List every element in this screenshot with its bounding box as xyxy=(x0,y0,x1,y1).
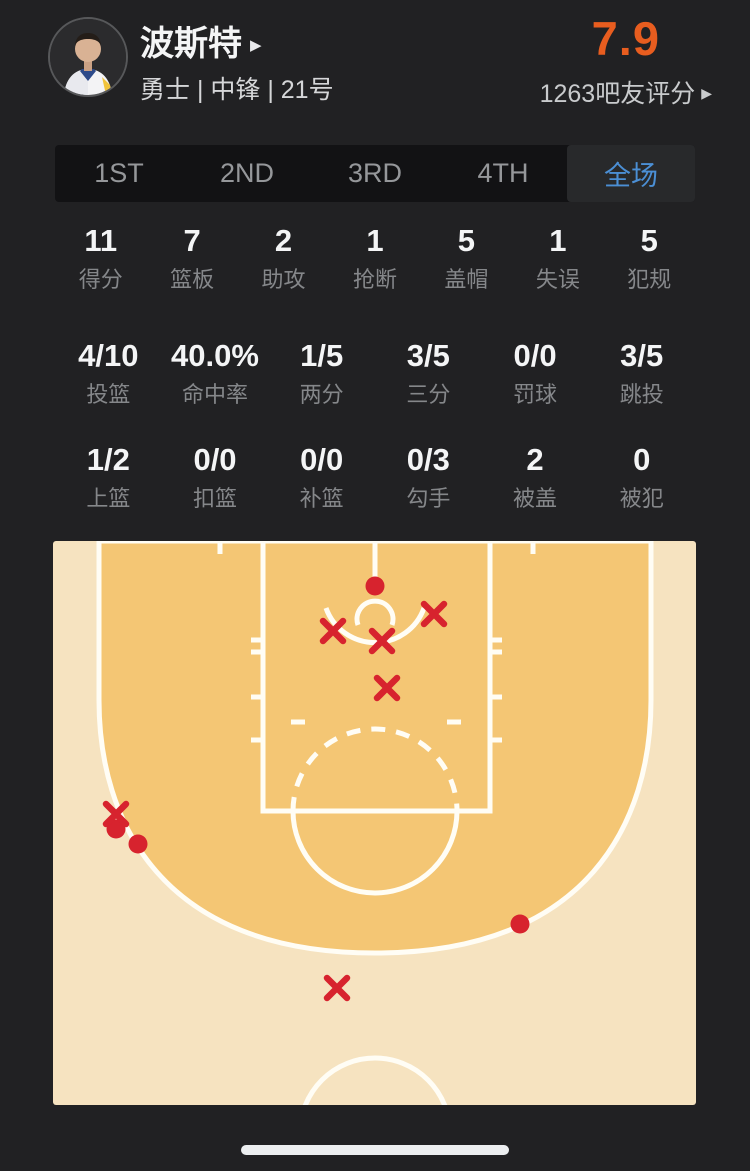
halfcourt-circle xyxy=(302,1055,448,1105)
stat-field-goals: 4/10 投篮 xyxy=(78,338,139,407)
free-throw-circle-dashed xyxy=(290,726,460,812)
made-shot-marker xyxy=(510,914,530,934)
home-indicator xyxy=(241,1145,509,1155)
stat-points: 11 得分 xyxy=(78,223,123,292)
missed-shot-marker xyxy=(420,600,448,628)
player-name-block: 波斯特 ▶ 勇士 | 中锋 | 21号 xyxy=(140,22,334,105)
stat-dunks: 0/0 扣篮 xyxy=(193,442,238,511)
stat-row-shooting: 4/10 投篮 40.0% 命中率 1/5 两分 3/5 三分 0/0 罚球 3/5 跳投 xyxy=(55,337,695,409)
rim-arc xyxy=(354,598,396,626)
made-shot-marker xyxy=(106,819,126,839)
player-name-row[interactable]: 波斯特 ▶ xyxy=(140,22,334,66)
tab-1st[interactable]: 1ST xyxy=(94,158,144,188)
free-throw-circle-solid xyxy=(290,810,460,896)
player-avatar[interactable] xyxy=(48,17,128,97)
made-shot-marker xyxy=(365,576,385,596)
stat-hook-shots: 0/3 勾手 xyxy=(406,442,451,511)
chevron-right-icon: ▶ xyxy=(250,37,262,54)
tab-4th[interactable]: 4TH xyxy=(477,158,529,188)
stat-steals: 1 抢断 xyxy=(352,223,397,292)
stat-assists: 2 助攻 xyxy=(261,223,306,292)
rating-value: 7.9 xyxy=(591,12,660,65)
shot-chart-marks xyxy=(102,576,530,1002)
stat-fouls-drawn: 0 被犯 xyxy=(619,442,664,511)
stat-layups: 1/2 上篮 xyxy=(86,442,131,511)
quarter-tabbar: 1ST 2ND 3RD 4TH 全场 xyxy=(55,145,695,202)
three-point-area xyxy=(99,541,651,953)
three-point-line xyxy=(96,541,654,956)
missed-shot-marker xyxy=(373,674,401,702)
stat-turnovers: 1 失误 xyxy=(535,223,580,292)
missed-shot-marker xyxy=(368,627,396,655)
tab-full-game[interactable]: 全场 xyxy=(567,145,695,202)
stat-row-basic: 11 得分 7 篮板 2 助攻 1 抢断 5 盖帽 1 失误 5 犯规 xyxy=(55,222,695,294)
stat-tip-ins: 0/0 补篮 xyxy=(299,442,344,511)
tab-3rd[interactable]: 3RD xyxy=(347,158,402,188)
stat-shots-blocked: 2 被盖 xyxy=(513,442,558,511)
stat-three-pointers: 3/5 三分 xyxy=(406,338,451,407)
court-hash-marks xyxy=(217,541,536,743)
stat-row-shot-types: 1/2 上篮 0/0 扣篮 0/0 补篮 0/3 勾手 2 被盖 0 被犯 xyxy=(55,441,695,513)
player-name: 波斯特 xyxy=(140,25,242,63)
chevron-right-icon: ▶ xyxy=(701,84,712,101)
stat-blocks: 5 盖帽 xyxy=(444,223,489,292)
player-team-position: 勇士 | 中锋 | 21号 xyxy=(140,76,334,104)
rating-block[interactable]: 7.9 1263吧友评分 ▶ xyxy=(540,12,712,110)
votes-label: 1263吧友评分 xyxy=(539,80,696,108)
player-photo xyxy=(50,19,126,95)
restricted-area-arc xyxy=(323,607,427,646)
stat-two-pointers: 1/5 两分 xyxy=(299,338,344,407)
stat-rebounds: 7 篮板 xyxy=(170,223,215,292)
stat-fg-percentage: 40.0% 命中率 xyxy=(171,338,259,407)
missed-shot-marker xyxy=(323,974,351,1002)
stat-free-throws: 0/0 罚球 xyxy=(513,338,558,407)
stat-jump-shots: 3/5 跳投 xyxy=(619,338,664,407)
missed-shot-marker xyxy=(319,617,347,645)
made-shot-marker xyxy=(128,834,148,854)
missed-shot-marker xyxy=(102,800,130,828)
tab-2nd[interactable]: 2ND xyxy=(219,158,274,188)
shot-chart-court xyxy=(53,541,696,1105)
stat-fouls: 5 犯规 xyxy=(627,223,672,292)
